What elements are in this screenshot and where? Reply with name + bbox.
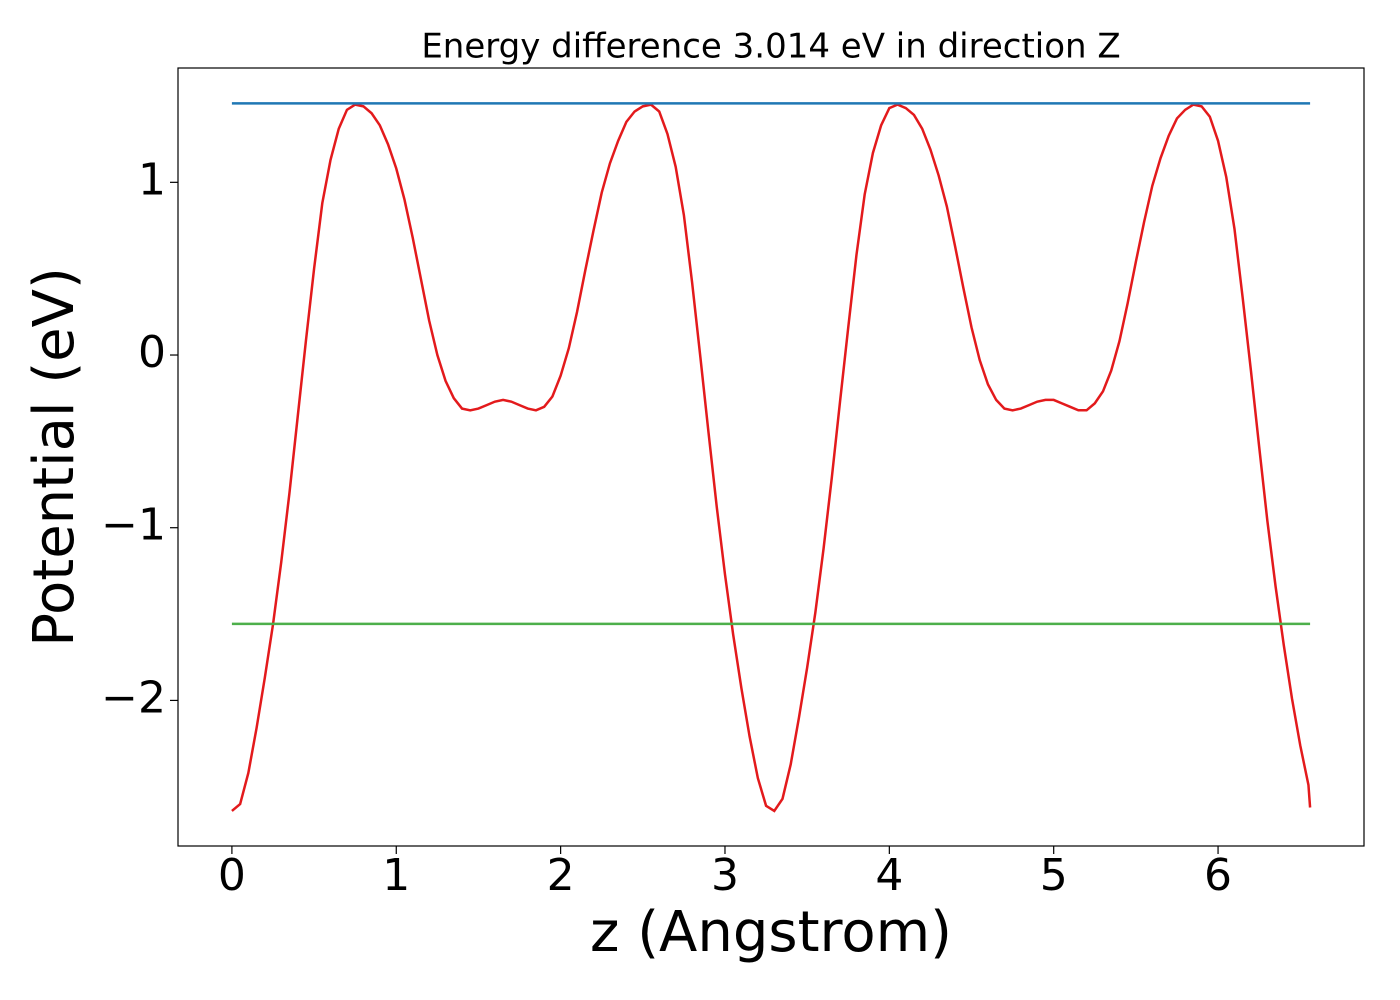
x-tick-label: 6 <box>1204 850 1232 901</box>
x-tick-label: 2 <box>547 850 575 901</box>
y-tick-label: −2 <box>101 672 166 723</box>
x-tick-label: 0 <box>218 850 246 901</box>
x-tick-label: 3 <box>711 850 739 901</box>
plot-frame <box>177 67 1365 847</box>
x-tick-label: 4 <box>875 850 903 901</box>
x-axis-label: z (Angstrom) <box>590 900 952 965</box>
y-tick-label: 1 <box>138 154 166 205</box>
x-tick-label: 1 <box>382 850 410 901</box>
chart-title: Energy difference 3.014 eV in direction … <box>421 27 1120 67</box>
y-tick-label: −1 <box>101 500 166 551</box>
y-axis-label: Potential (eV) <box>22 267 87 647</box>
x-tick-label: 5 <box>1040 850 1068 901</box>
data-line <box>231 103 1312 813</box>
y-tick-label: 0 <box>138 327 166 378</box>
